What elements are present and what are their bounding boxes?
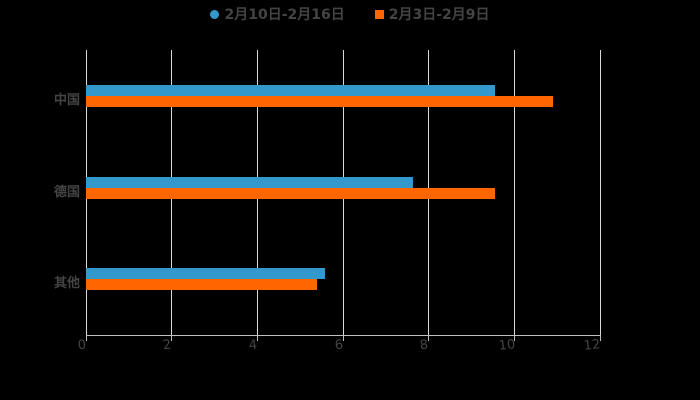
chart-legend: 2月10日-2月16日 2月3日-2月9日 (0, 4, 700, 24)
x-tick (514, 335, 515, 341)
x-tick-label: 8 (419, 337, 429, 354)
bar-china-series2[interactable] (86, 96, 553, 107)
legend-label-series2: 2月3日-2月9日 (388, 7, 490, 23)
category-label-germany: 德国 (53, 185, 80, 200)
x-tick-label: 10 (497, 337, 517, 354)
x-tick (600, 335, 601, 341)
gridline (514, 50, 515, 335)
x-tick (257, 335, 258, 341)
bar-germany-series2[interactable] (86, 188, 495, 199)
x-tick-label: 12 (582, 337, 602, 354)
bar-other-series1[interactable] (86, 268, 325, 279)
x-tick-label: 6 (334, 337, 344, 354)
x-tick (343, 335, 344, 341)
legend-item-series2[interactable]: 2月3日-2月9日 (374, 4, 490, 24)
x-tick (171, 335, 172, 341)
category-label-china: 中国 (53, 93, 80, 108)
legend-label-series1: 2月10日-2月16日 (224, 7, 345, 23)
bar-china-series1[interactable] (86, 85, 495, 96)
x-tick (428, 335, 429, 341)
x-tick-label: 4 (248, 337, 258, 354)
legend-circle-icon (210, 9, 220, 19)
x-tick-label: 0 (77, 337, 87, 354)
category-label-other: 其他 (53, 276, 80, 291)
bar-germany-series1[interactable] (86, 177, 413, 188)
x-tick (86, 335, 87, 341)
bar-other-series2[interactable] (86, 279, 317, 290)
gridline (600, 50, 601, 335)
legend-item-series1[interactable]: 2月10日-2月16日 (210, 4, 345, 24)
plot-area (86, 50, 601, 335)
legend-square-icon (374, 9, 384, 19)
x-tick-label: 2 (162, 337, 172, 354)
